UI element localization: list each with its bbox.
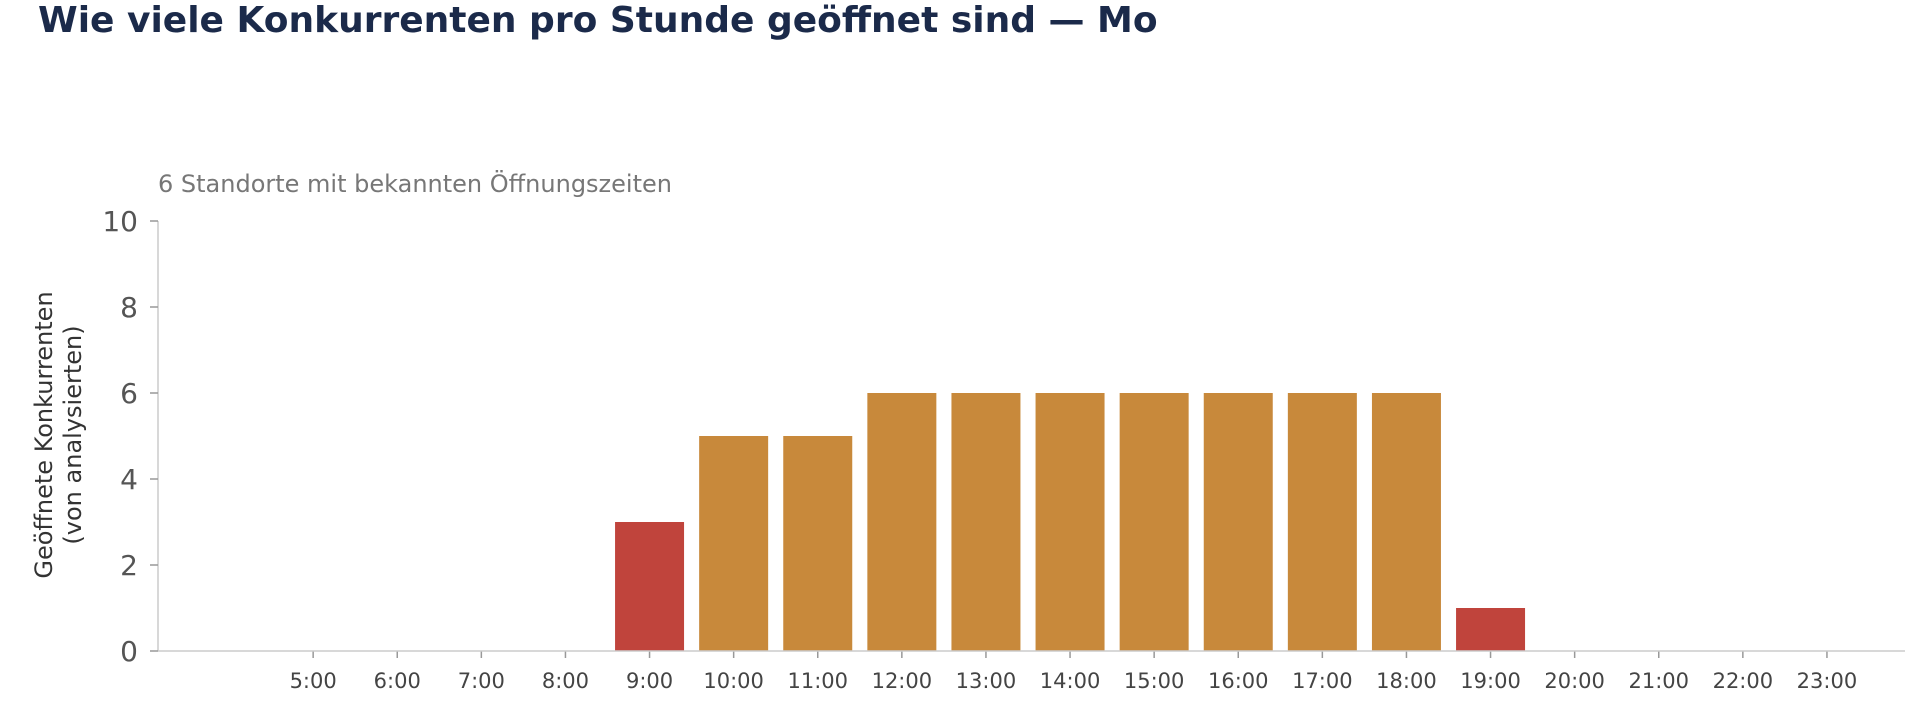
x-tick-label: 21:00 <box>1628 669 1689 693</box>
x-tick-label: 22:00 <box>1713 669 1774 693</box>
x-tick-label: 15:00 <box>1124 669 1185 693</box>
y-axis-label-line-1: Geöffnete Konkurrenten <box>30 291 58 578</box>
x-tick-label: 8:00 <box>542 669 589 693</box>
chart-subtitle: 6 Standorte mit bekannten Öffnungszeiten <box>158 169 672 198</box>
bar-1500 <box>1119 393 1189 651</box>
x-tick-label: 12:00 <box>872 669 933 693</box>
bar-1900 <box>1456 608 1526 651</box>
bar-900 <box>615 522 685 651</box>
x-tick-label: 16:00 <box>1208 669 1269 693</box>
x-tick-label: 17:00 <box>1292 669 1353 693</box>
bar-1100 <box>783 436 853 651</box>
y-tick-label: 4 <box>120 463 138 496</box>
y-tick-label: 8 <box>120 291 138 324</box>
x-tick-label: 6:00 <box>374 669 421 693</box>
plot-area: 5:00 6:00 7:00 8:00 9:00 10:00 11:00 12:00 13:00… <box>102 205 1905 693</box>
x-tick-label: 13:00 <box>956 669 1017 693</box>
x-tick-label: 11:00 <box>787 669 848 693</box>
bar-1200 <box>867 393 937 651</box>
x-tick-label: 18:00 <box>1376 669 1437 693</box>
bar-1300 <box>951 393 1021 651</box>
x-tick-label: 9:00 <box>626 669 673 693</box>
bar-1700 <box>1287 393 1357 651</box>
bar-1400 <box>1035 393 1105 651</box>
bar-1000 <box>699 436 769 651</box>
x-tick-label: 14:00 <box>1040 669 1101 693</box>
x-tick-label: 5:00 <box>290 669 337 693</box>
x-tick-label: 20:00 <box>1544 669 1605 693</box>
y-axis-label-line-2: (von analysierten) <box>59 325 87 544</box>
bar-1600 <box>1203 393 1273 651</box>
x-tick-label: 23:00 <box>1797 669 1858 693</box>
x-tick-label: 7:00 <box>458 669 505 693</box>
x-tick-label: 10:00 <box>703 669 764 693</box>
y-axis-label: Geöffnete Konkurrenten (von analysierten… <box>30 291 87 578</box>
y-tick-label: 10 <box>102 205 138 238</box>
chart-title: Wie viele Konkurrenten pro Stunde geöffn… <box>38 0 1158 41</box>
y-tick-label: 6 <box>120 377 138 410</box>
y-tick-label: 0 <box>120 635 138 668</box>
x-tick-label: 19:00 <box>1460 669 1521 693</box>
y-tick-label: 2 <box>120 549 138 582</box>
bar-1800 <box>1371 393 1441 651</box>
